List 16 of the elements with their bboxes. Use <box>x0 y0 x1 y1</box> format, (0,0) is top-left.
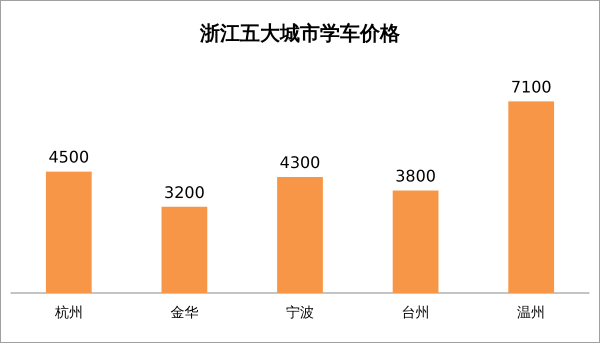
data-label: 4500 <box>48 148 90 167</box>
x-tick-label: 台州 <box>402 305 430 322</box>
bar <box>162 206 208 294</box>
data-label: 7100 <box>510 77 552 96</box>
bar <box>277 176 323 294</box>
x-tick-label: 金华 <box>170 305 198 322</box>
bar <box>508 101 554 294</box>
data-label: 4300 <box>280 153 320 172</box>
chart-title: 浙江五大城市学车价格 <box>199 21 401 46</box>
data-label: 3200 <box>164 182 205 202</box>
x-tick-label: 杭州 <box>54 305 83 322</box>
x-tick-label: 宁波 <box>286 305 314 322</box>
data-label: 3800 <box>395 166 436 186</box>
bar <box>46 172 92 294</box>
bar <box>392 190 438 294</box>
x-tick-label: 温州 <box>517 305 546 322</box>
